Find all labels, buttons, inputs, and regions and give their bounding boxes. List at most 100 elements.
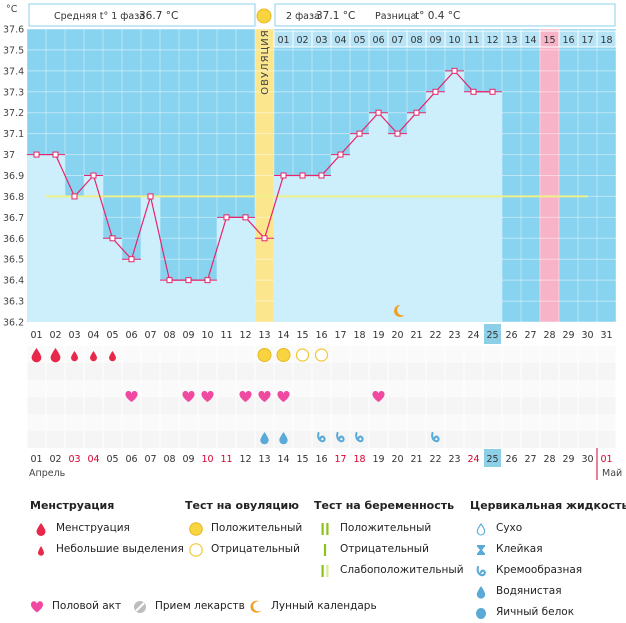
date-label-bottom: 18	[353, 454, 365, 465]
ovulation-label: ОВУЛЯЦИЯ	[260, 29, 271, 95]
legend-ovulation-test: Тест на овуляцию Положительный Отрицател…	[185, 499, 302, 560]
y-tick-label: 37.3	[3, 87, 24, 98]
temperature-point	[261, 235, 268, 242]
date-label-bottom: 16	[315, 454, 327, 465]
heart-icon	[258, 390, 271, 402]
legend-ovulation-negative-label: Отрицательный	[211, 543, 300, 555]
pill-icon	[134, 601, 146, 613]
temperature-point	[52, 151, 59, 158]
y-tick-label: 36.7	[3, 213, 24, 224]
temperature-point	[204, 277, 211, 284]
legend-pregnancy-negative: Отрицательный	[314, 539, 464, 560]
date-label-bottom: 10	[201, 454, 213, 465]
symbol-row	[27, 380, 616, 397]
creamy-fluid-icon	[431, 432, 440, 443]
date-label-bottom: 19	[372, 454, 384, 465]
date-label-bottom: 29	[562, 454, 574, 465]
cycle-day-label: 14	[524, 35, 536, 46]
legend-lunar-label: Лунный календарь	[271, 600, 377, 612]
temperature-bar	[312, 175, 331, 322]
drop-large-icon	[36, 523, 46, 536]
single-bar-icon	[323, 544, 327, 556]
legend-medication: Прием лекарств	[129, 596, 245, 617]
cycle-day-label: 18	[600, 35, 612, 46]
legend-lunar: Лунный календарь	[245, 596, 377, 617]
temperature-bar	[198, 280, 217, 322]
date-label-top: 04	[87, 330, 99, 341]
month-april: Апрель	[29, 468, 66, 479]
cycle-day-label: 09	[429, 35, 441, 46]
temperature-point	[109, 235, 116, 242]
legend-cf-watery: Водянистая	[470, 581, 626, 602]
temperature-bar	[331, 154, 350, 322]
legend-cervical-title: Цервикальная жидкость	[470, 499, 626, 512]
curl-drop-icon	[476, 566, 486, 577]
date-label-top: 17	[334, 330, 346, 341]
heart-icon	[30, 601, 44, 613]
legend-pregnancy-faint-label: Слабоположительный	[340, 564, 464, 576]
y-tick-label: 37.2	[3, 108, 24, 119]
date-label-bottom: 26	[505, 454, 517, 465]
temperature-point	[33, 151, 40, 158]
temperature-point	[375, 109, 382, 116]
legend-ovulation-title: Тест на овуляцию	[185, 499, 299, 512]
date-label-bottom: 20	[391, 454, 403, 465]
temperature-point	[90, 172, 97, 179]
heart-icon	[182, 390, 195, 402]
date-label-top: 03	[68, 330, 80, 341]
moon-icon	[250, 600, 262, 613]
date-label-top: 14	[277, 330, 289, 341]
date-label-bottom: 02	[49, 454, 61, 465]
legend-cf-creamy-label: Кремообразная	[496, 564, 583, 576]
y-tick-label: 37	[3, 150, 15, 161]
cycle-day-label: 03	[315, 35, 327, 46]
watery-fluid-icon	[279, 432, 288, 445]
date-label-top: 07	[144, 330, 156, 341]
date-label-bottom: 09	[182, 454, 194, 465]
temperature-point	[470, 88, 477, 95]
header-phase1-box	[28, 3, 256, 27]
temperature-point	[413, 109, 420, 116]
temperature-bar	[350, 133, 369, 322]
y-tick-label: 37.1	[3, 129, 24, 140]
phase2-label: 2 фаза	[286, 11, 320, 22]
legend-medication-label: Прием лекарств	[155, 600, 245, 612]
date-label-top: 23	[448, 330, 460, 341]
legend-cf-eggwhite-label: Яичный белок	[496, 606, 575, 618]
cycle-day-label: 15	[543, 35, 555, 46]
temperature-point	[223, 214, 230, 221]
heart-icon	[372, 390, 385, 402]
today-cell-top	[484, 324, 501, 344]
heart-icon	[125, 390, 138, 402]
temperature-point	[128, 256, 135, 263]
y-tick-label: 37.5	[3, 45, 24, 56]
cycle-day-label: 17	[581, 35, 593, 46]
date-label-top: 24	[467, 330, 479, 341]
cycle-day-label: 16	[562, 35, 574, 46]
spotting-drop-icon	[90, 351, 97, 362]
date-label-bottom: 30	[581, 454, 593, 465]
phase1-label: Средняя t° 1 фаза	[54, 11, 145, 22]
legend: Менструация Менструация Небольшие выделе…	[0, 488, 626, 619]
hourglass-icon	[477, 545, 485, 555]
heart-icon	[239, 390, 252, 402]
legend-cf-dry-label: Сухо	[496, 522, 523, 534]
date-label-bottom: 11	[220, 454, 232, 465]
unit-label: °C	[6, 4, 18, 15]
legend-bottom-row: Половой акт Прием лекарств Лунный календ…	[0, 596, 626, 616]
temperature-point	[318, 172, 325, 179]
drop-filled-icon	[476, 586, 486, 599]
legend-intercourse-label: Половой акт	[52, 600, 122, 612]
symbol-row	[27, 414, 616, 431]
date-label-bottom: 22	[429, 454, 441, 465]
date-label-top: 26	[505, 330, 517, 341]
temperature-bar	[274, 175, 293, 322]
date-label-bottom: 28	[543, 454, 555, 465]
date-label-top: 10	[201, 330, 213, 341]
menstruation-drop-icon	[31, 348, 42, 363]
header-phase2-box	[274, 3, 616, 27]
temperature-point	[337, 151, 344, 158]
date-label-top: 15	[296, 330, 308, 341]
temperature-bar	[46, 154, 65, 322]
y-tick-label: 36.5	[3, 255, 24, 266]
